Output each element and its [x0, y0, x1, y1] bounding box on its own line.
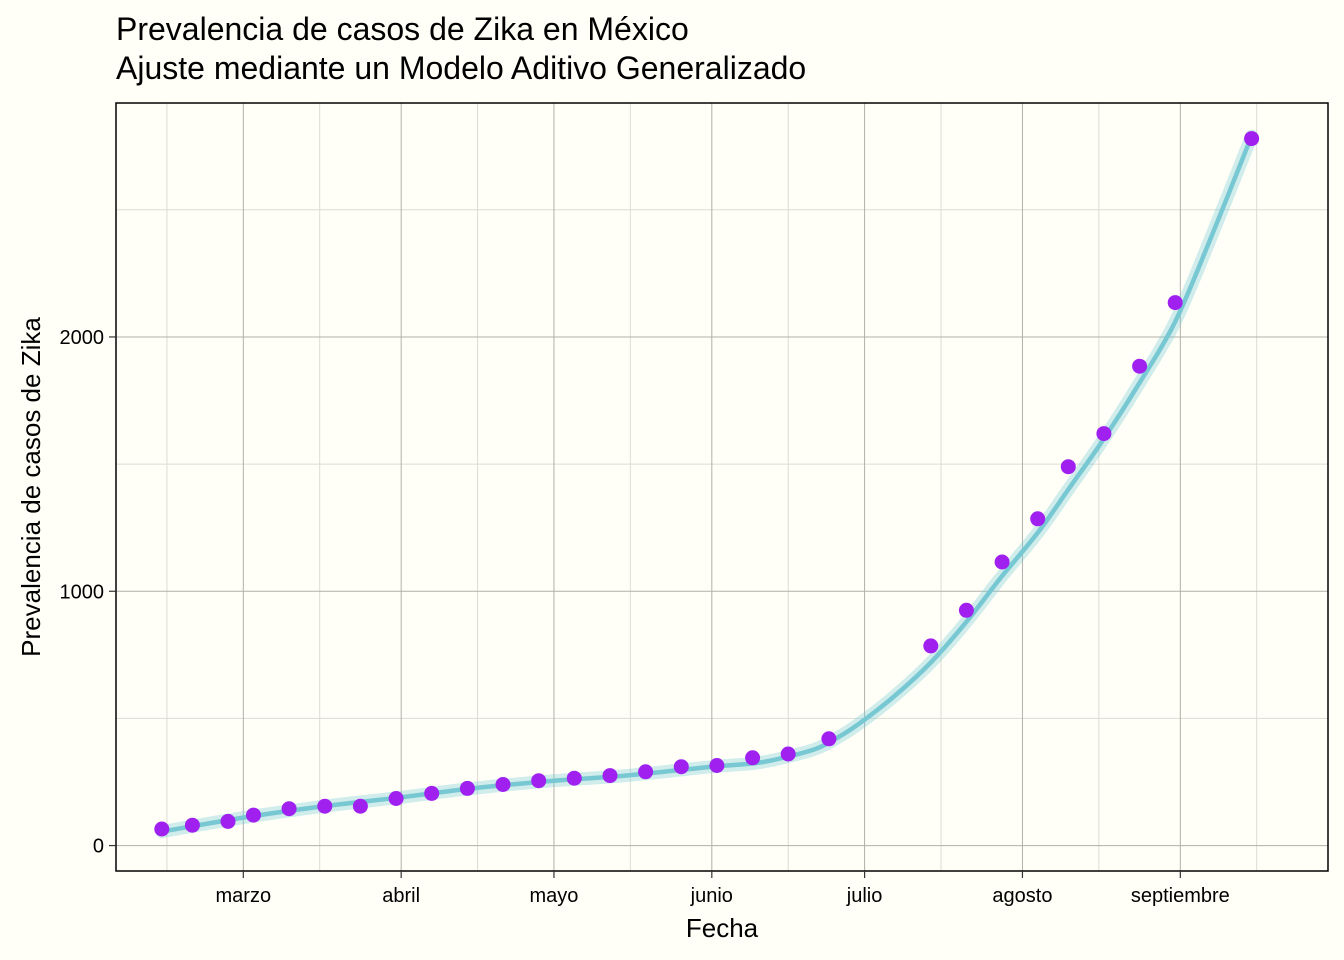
data-point — [388, 791, 404, 806]
data-point — [317, 798, 333, 814]
gam-confidence-band — [155, 129, 1259, 839]
data-point — [821, 731, 837, 747]
x-tick-label: septiembre — [1131, 885, 1230, 907]
data-point — [352, 798, 368, 814]
data-point — [780, 746, 796, 762]
y-tick-label: 1000 — [60, 581, 105, 603]
data-point — [220, 813, 236, 829]
data-point — [994, 554, 1010, 570]
chart-title: Prevalencia de casos de Zika en México — [116, 11, 689, 47]
data-point — [281, 801, 297, 817]
y-axis-title: Prevalencia de casos de Zika — [16, 317, 46, 657]
data-point — [459, 780, 475, 796]
data-point — [709, 758, 725, 773]
data-point — [673, 759, 689, 775]
data-point — [923, 638, 939, 654]
data-point — [1030, 511, 1046, 527]
data-point — [154, 821, 170, 837]
data-point — [1167, 295, 1183, 311]
data-point — [958, 602, 974, 618]
data-point — [184, 817, 200, 833]
data-point — [566, 770, 582, 786]
x-axis: marzo abril mayo junio julio agosto septiembre — [216, 871, 1230, 907]
data-points-layer — [154, 131, 1260, 837]
gam-fit-layer — [155, 129, 1259, 839]
data-point — [246, 807, 261, 823]
y-tick-label: 2000 — [60, 327, 105, 349]
data-point — [602, 768, 618, 784]
x-tick-label: agosto — [992, 885, 1052, 907]
plot-panel — [115, 102, 1329, 872]
data-point — [1244, 131, 1260, 147]
data-point — [531, 773, 547, 789]
data-point — [745, 750, 761, 766]
data-point — [424, 785, 440, 801]
gridlines — [116, 103, 1328, 871]
data-point — [1132, 358, 1148, 374]
x-tick-label: julio — [846, 885, 883, 907]
x-tick-label: mayo — [529, 885, 578, 907]
x-tick-label: marzo — [216, 885, 272, 907]
data-point — [1060, 459, 1076, 475]
x-tick-label: abril — [382, 885, 420, 907]
data-point — [638, 764, 654, 780]
y-tick-label: 0 — [93, 836, 104, 858]
data-point — [495, 777, 511, 792]
chart-subtitle: Ajuste mediante un Modelo Aditivo Genera… — [116, 50, 806, 86]
data-point — [1096, 426, 1112, 442]
y-axis: 0 1000 2000 — [60, 327, 116, 858]
x-axis-title: Fecha — [686, 913, 759, 943]
gam-fit-line — [159, 133, 1254, 834]
x-tick-label: junio — [690, 885, 733, 907]
